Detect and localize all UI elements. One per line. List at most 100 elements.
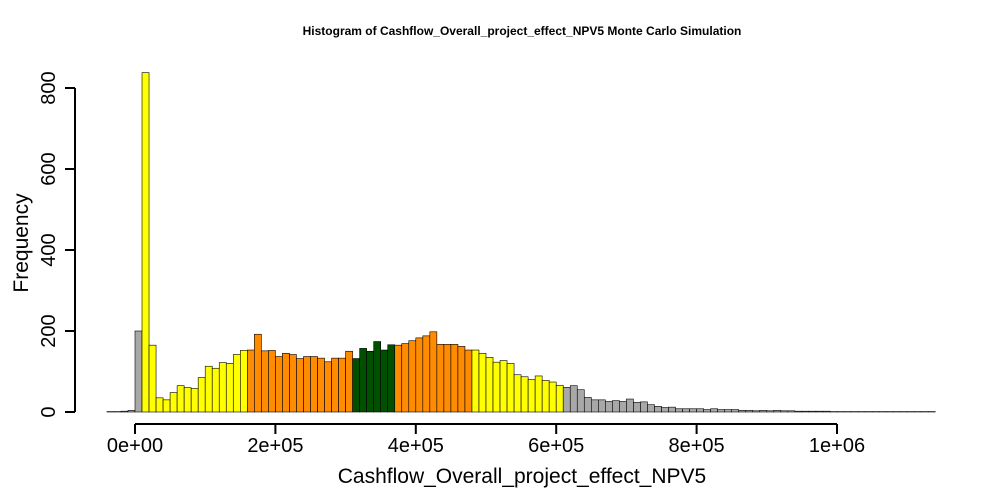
histogram-bar bbox=[815, 410, 824, 413]
x-tick-label: 0e+00 bbox=[107, 435, 163, 457]
histogram-bar bbox=[338, 357, 346, 413]
histogram-bar bbox=[408, 340, 417, 413]
histogram-bar bbox=[605, 401, 613, 413]
histogram-bar bbox=[415, 337, 424, 413]
chart-title: Histogram of Cashflow_Overall_project_ef… bbox=[303, 24, 742, 38]
histogram-bar bbox=[548, 381, 557, 413]
histogram-bar bbox=[211, 367, 220, 413]
histogram-bar bbox=[576, 389, 585, 413]
histogram-bar bbox=[359, 348, 367, 413]
histogram-bar bbox=[387, 344, 396, 413]
histogram-bar bbox=[696, 408, 704, 413]
histogram-bar bbox=[450, 344, 459, 413]
histogram-bar bbox=[668, 406, 676, 413]
histogram-bar bbox=[366, 350, 374, 413]
histogram-bar bbox=[612, 400, 620, 413]
x-axis-label: Cashflow_Overall_project_effect_NPV5 bbox=[338, 465, 706, 488]
histogram-bar bbox=[422, 335, 431, 413]
histogram-bar bbox=[331, 357, 339, 413]
histogram-bar bbox=[401, 343, 410, 413]
y-axis-label: Frequency bbox=[10, 193, 33, 293]
histogram-bar bbox=[373, 341, 381, 413]
histogram-bar bbox=[541, 380, 550, 413]
histogram-bar bbox=[654, 406, 662, 413]
histogram-bar bbox=[759, 410, 768, 413]
x-tick-label: 2e+05 bbox=[247, 435, 303, 457]
histogram-bar bbox=[436, 344, 445, 413]
histogram-bar bbox=[317, 357, 325, 413]
histogram-bar bbox=[513, 374, 522, 413]
histogram-bar bbox=[710, 408, 718, 413]
histogram-bar bbox=[808, 410, 817, 413]
histogram-bar bbox=[324, 361, 332, 413]
histogram-bar bbox=[583, 397, 592, 413]
histogram-bar bbox=[169, 392, 178, 413]
histogram-bars bbox=[106, 72, 936, 413]
histogram-bar bbox=[232, 354, 241, 413]
histogram-bar bbox=[801, 410, 810, 413]
y-tick-label: 600 bbox=[38, 152, 60, 185]
histogram-bar bbox=[471, 349, 480, 413]
x-axis: 0e+00 2e+05 4e+05 6e+05 8e+05 1e+06 bbox=[107, 423, 865, 457]
histogram-bar bbox=[647, 404, 655, 413]
x-tick-label: 4e+05 bbox=[388, 435, 444, 457]
histogram-bar bbox=[134, 330, 143, 413]
histogram-bar bbox=[794, 410, 803, 413]
histogram-bar bbox=[218, 362, 227, 413]
histogram-bar bbox=[633, 401, 641, 413]
histogram-bar bbox=[345, 350, 353, 413]
histogram-bar bbox=[141, 72, 150, 413]
histogram-bar bbox=[162, 399, 171, 413]
histogram-bar bbox=[590, 399, 599, 413]
histogram-bar bbox=[562, 386, 571, 413]
histogram-bar bbox=[682, 408, 690, 413]
y-tick-label: 200 bbox=[38, 314, 60, 347]
histogram-bar bbox=[183, 387, 192, 413]
y-tick-label: 800 bbox=[38, 71, 60, 104]
histogram-bar bbox=[555, 384, 564, 413]
histogram-bar bbox=[254, 333, 262, 413]
histogram-bar bbox=[689, 408, 697, 413]
histogram-bar bbox=[261, 350, 269, 413]
histogram-bar bbox=[464, 349, 473, 413]
histogram-bar bbox=[394, 344, 403, 413]
histogram-bar bbox=[190, 388, 199, 413]
histogram-bar bbox=[176, 385, 185, 413]
y-axis: 0 200 400 600 800 bbox=[38, 71, 76, 418]
histogram-bar bbox=[780, 410, 789, 413]
histogram-bar bbox=[303, 356, 311, 413]
histogram-bar bbox=[703, 409, 711, 413]
histogram-bar bbox=[661, 407, 669, 413]
histogram-bar bbox=[773, 410, 782, 413]
histogram-bar bbox=[197, 377, 206, 413]
histogram-bar bbox=[429, 331, 438, 413]
histogram-bar bbox=[752, 410, 761, 413]
histogram-bar bbox=[275, 356, 283, 413]
histogram-bar bbox=[204, 365, 213, 413]
histogram-bar bbox=[534, 375, 543, 413]
histogram-bar bbox=[745, 410, 754, 413]
histogram-bar bbox=[485, 357, 494, 413]
histogram-bar bbox=[731, 409, 740, 413]
histogram-bar bbox=[155, 397, 164, 413]
histogram-bar bbox=[619, 401, 627, 413]
histogram-bar bbox=[289, 354, 297, 413]
histogram-bar bbox=[626, 398, 634, 413]
histogram-bar bbox=[724, 409, 732, 413]
histogram-bar bbox=[247, 349, 255, 413]
histogram-bar bbox=[717, 409, 725, 413]
histogram-bar bbox=[268, 350, 276, 413]
histogram-bar bbox=[282, 352, 290, 413]
histogram-bar bbox=[380, 349, 389, 413]
histogram-bar bbox=[127, 410, 136, 413]
histogram-bar bbox=[457, 346, 466, 413]
histogram-bar bbox=[640, 401, 648, 413]
histogram-bar bbox=[527, 379, 536, 413]
histogram-bar bbox=[822, 410, 831, 413]
x-tick-label: 1e+06 bbox=[809, 435, 865, 457]
histogram-bar bbox=[478, 352, 487, 413]
histogram-bar bbox=[296, 358, 304, 413]
histogram-bar bbox=[675, 408, 683, 413]
histogram-bar bbox=[443, 344, 452, 413]
histogram-bar bbox=[120, 410, 129, 413]
